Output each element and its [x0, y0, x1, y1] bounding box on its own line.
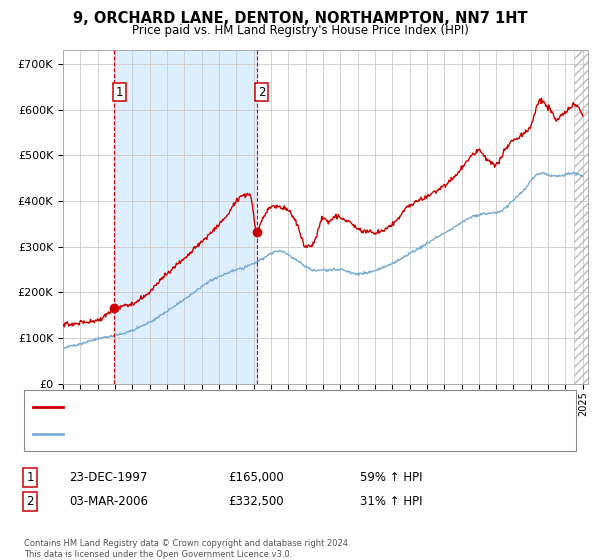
Text: 31% ↑ HPI: 31% ↑ HPI — [360, 494, 422, 508]
Text: 23-DEC-1997: 23-DEC-1997 — [69, 470, 148, 484]
Text: HPI: Average price, detached house, West Northamptonshire: HPI: Average price, detached house, West… — [69, 429, 401, 439]
Bar — [115, 50, 257, 384]
Text: 9, ORCHARD LANE, DENTON, NORTHAMPTON, NN7 1HT: 9, ORCHARD LANE, DENTON, NORTHAMPTON, NN… — [73, 11, 527, 26]
Text: £165,000: £165,000 — [228, 470, 284, 484]
Text: 03-MAR-2006: 03-MAR-2006 — [69, 494, 148, 508]
Text: 1: 1 — [116, 86, 124, 99]
Text: £332,500: £332,500 — [228, 494, 284, 508]
Text: 9, ORCHARD LANE, DENTON, NORTHAMPTON, NN7 1HT (detached house): 9, ORCHARD LANE, DENTON, NORTHAMPTON, NN… — [69, 402, 472, 412]
Text: 2: 2 — [26, 494, 34, 508]
Text: 59% ↑ HPI: 59% ↑ HPI — [360, 470, 422, 484]
Text: Price paid vs. HM Land Registry's House Price Index (HPI): Price paid vs. HM Land Registry's House … — [131, 24, 469, 36]
Text: 1: 1 — [26, 470, 34, 484]
Text: Contains HM Land Registry data © Crown copyright and database right 2024.
This d: Contains HM Land Registry data © Crown c… — [24, 539, 350, 559]
Text: 2: 2 — [258, 86, 265, 99]
